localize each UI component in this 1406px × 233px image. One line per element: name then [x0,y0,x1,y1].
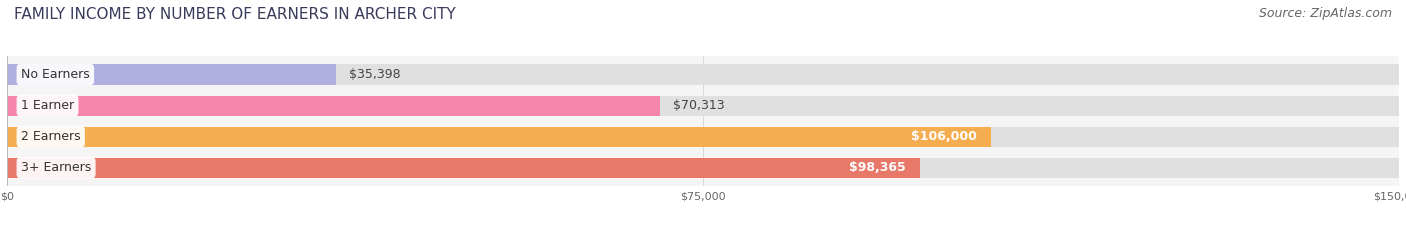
Bar [7,96,659,116]
Bar [7,158,920,178]
Text: 2 Earners: 2 Earners [21,130,80,143]
Bar [7,127,1399,147]
Text: 1 Earner: 1 Earner [21,99,75,112]
Text: 3+ Earners: 3+ Earners [21,161,91,174]
Text: $106,000: $106,000 [911,130,977,143]
Bar [7,65,1399,85]
Bar [7,96,1399,116]
Text: $98,365: $98,365 [849,161,905,174]
Bar [7,65,336,85]
Bar [7,127,991,147]
Text: Source: ZipAtlas.com: Source: ZipAtlas.com [1258,7,1392,20]
Text: $35,398: $35,398 [350,68,401,81]
Text: $70,313: $70,313 [673,99,725,112]
Text: FAMILY INCOME BY NUMBER OF EARNERS IN ARCHER CITY: FAMILY INCOME BY NUMBER OF EARNERS IN AR… [14,7,456,22]
Bar [7,158,1399,178]
Text: No Earners: No Earners [21,68,90,81]
